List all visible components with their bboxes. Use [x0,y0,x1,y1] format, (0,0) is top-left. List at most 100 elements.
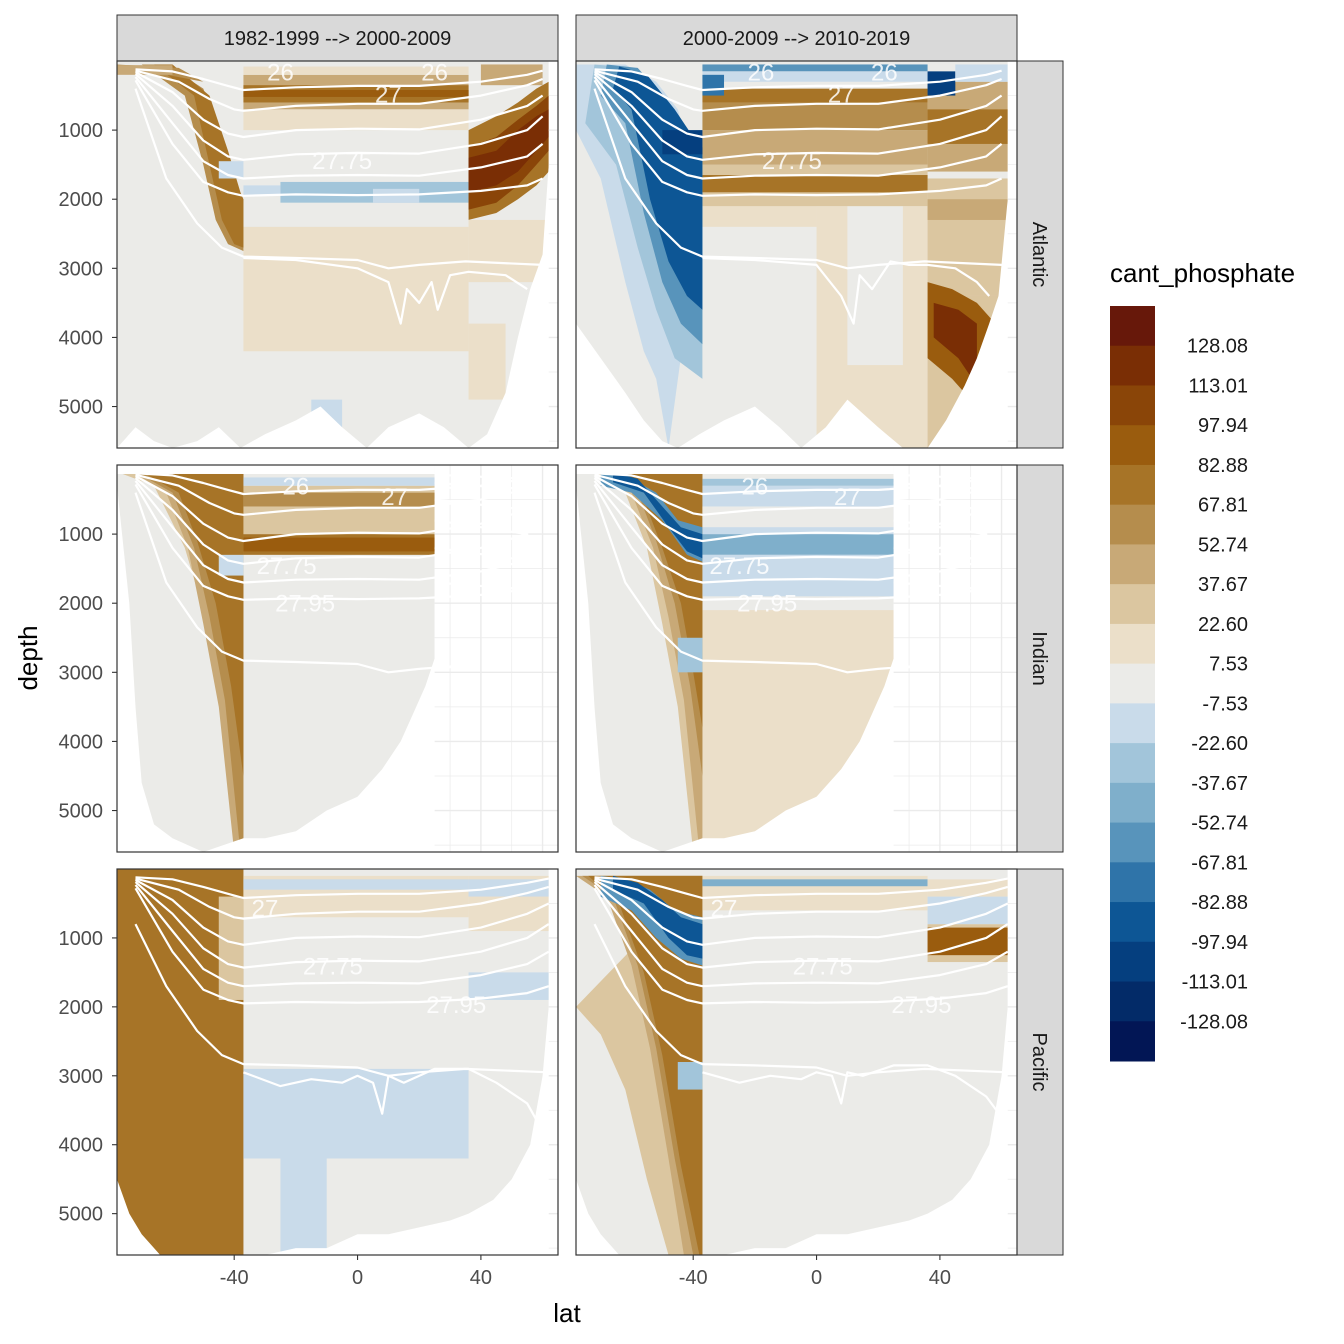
heat-cell [576,465,894,474]
y-tick-label: 1000 [59,120,104,142]
isopycnal-label-27-95: 27.95 [426,992,486,1019]
column-strip-label-2: 2000-2009 --> 2010-2019 [683,28,910,50]
isopycnal-line [134,923,549,1077]
isopycnal-line [134,492,467,674]
column-strip-2 [575,14,1018,62]
panel-border [116,60,559,449]
legend-break-label: -7.53 [1202,693,1248,715]
column-strip-1 [116,14,559,62]
isopycnal-line [593,884,1009,988]
isopycnal-line [134,879,550,946]
isopycnal-label-27-95: 27.95 [737,591,797,618]
heat-cell [702,478,894,486]
heat-cell [243,492,435,507]
isopycnal-line [134,477,529,565]
x-tick-label: 0 [352,1267,363,1289]
y-tick-label: 1000 [59,524,104,546]
isopycnal-line [134,475,529,543]
heat-cell [702,506,894,528]
isopycnal-label-27: 27 [381,484,408,511]
heat-cell [243,185,281,196]
heat-cell [927,109,1008,144]
isopycnal-line [134,884,550,988]
panel-pacific-1982-2009: 27 27.75 27.95 [117,869,558,1255]
southern-blue [613,471,703,559]
heat-cell [702,534,894,555]
row-strip-1 [1016,60,1064,449]
legend-swatch [1110,743,1155,784]
heat-cell [702,554,894,597]
legend-break-label: -67.81 [1191,852,1248,874]
isopycnal-label-26: 26 [421,59,448,86]
isopycnal-line [134,71,544,139]
isopycnal-line [593,71,1003,139]
isopycnal-label-27-75: 27.75 [257,553,317,580]
heat-cell [280,1158,327,1255]
isopycnal-line [593,475,988,543]
y-tick-label: 4000 [59,1135,104,1157]
heat-cell [243,90,469,97]
isopycnal-label-27-95: 27.95 [891,992,951,1019]
y-tick-label: 2000 [59,997,104,1019]
no-data-north [548,61,558,448]
heat-cell [677,1062,703,1090]
no-data-north [548,869,558,1255]
isopycnal-label-27: 27 [252,896,279,923]
isopycnal-line [593,923,1008,1077]
legend-break-label: -37.67 [1191,773,1248,795]
y-tick-label: 4000 [59,327,104,349]
heat-cell [927,178,1008,296]
legend-break-label: 52.74 [1198,534,1248,556]
heat-cell [243,879,469,890]
legend-swatch [1110,584,1155,625]
row-strip-label-3: Pacific [1028,1033,1050,1092]
isopycnal-label-27-75: 27.75 [762,148,822,175]
legend-break-label: -82.88 [1191,892,1248,914]
y-tick-label: 4000 [59,731,104,753]
legend-swatch [1110,306,1155,347]
x-tick-label: 40 [929,1267,951,1289]
isopycnal-line [593,73,1003,161]
row-strip-2 [1016,464,1064,853]
x-tick-label: -40 [220,1267,249,1289]
legend-title: cant_phosphate [1110,258,1295,288]
no-data-north [1007,61,1017,448]
isopycnal-line [243,256,528,325]
legend-swatch [1110,663,1155,704]
legend-break-label: 97.94 [1198,415,1248,437]
heat-cell [243,1068,469,1159]
seafloor-mask [576,199,1017,448]
y-tick-label: 3000 [59,1066,104,1088]
column-strip-label-1: 1982-1999 --> 2000-2009 [224,28,451,50]
y-tick-label: 5000 [59,1204,104,1226]
isopycnal-line [593,879,1009,946]
legend-break-label: -22.60 [1191,733,1248,755]
legend-break-label: 22.60 [1198,614,1248,636]
x-tick-label: -40 [679,1267,708,1289]
isopycnal-line [134,88,543,270]
isopycnal-line [134,480,529,584]
legend-break-label: 67.81 [1198,495,1248,517]
panel-atlantic-1982-2009: 27.75 27 26 26 [117,59,558,448]
legend-swatch [1110,385,1155,426]
isopycnal-line [135,68,543,92]
southern-blue [600,471,703,562]
isopycnal-label-27: 27 [828,81,855,108]
isopycnal-line [593,477,988,565]
color-legend: cant_phosphate 128.08 113.01 97.94 82.88 67.… [1110,258,1295,1062]
legend-break-label: -97.94 [1191,932,1248,954]
row-strip-3 [1016,868,1064,1256]
heat-cell [702,64,928,72]
panel-border [575,868,1018,1256]
legend-swatch [1110,782,1155,824]
y-tick-label: 2000 [59,593,104,615]
legend-swatch [1110,425,1155,466]
isopycnal-label-27: 27 [711,896,738,923]
isopycnal-line [134,887,550,1005]
legend-break-label: -113.01 [1182,972,1248,994]
legend-break-label: 82.88 [1198,455,1248,477]
y-axes: 1000 2000 3000 4000 5000 1000 2000 3000 4000 5000… [59,120,117,1226]
isopycnal-line [134,79,544,197]
isopycnal-label-27: 27 [834,484,861,511]
